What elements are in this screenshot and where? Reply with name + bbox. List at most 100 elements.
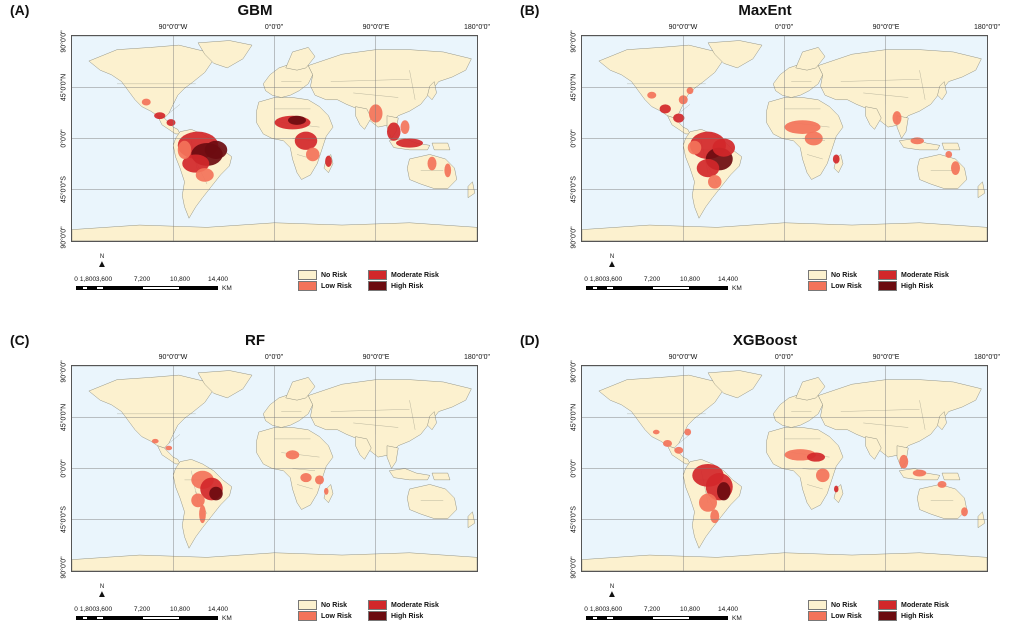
risk-area <box>165 445 173 451</box>
land-mass <box>262 393 314 428</box>
legend-item: No Risk <box>298 270 347 280</box>
legend-swatch <box>878 611 897 621</box>
land-mass <box>431 142 451 151</box>
risk-area <box>696 159 720 178</box>
panel-letter: (D) <box>520 332 540 348</box>
scale-tick-label: 3,600 <box>605 276 623 283</box>
scale-tick-label: 7,200 <box>643 606 661 613</box>
risk-area <box>315 475 324 485</box>
panel-letter: (A) <box>10 2 30 18</box>
land-mass <box>707 370 763 399</box>
risk-area <box>387 122 401 141</box>
scale-tick-label: 10,800 <box>680 276 700 283</box>
risk-area <box>325 155 332 167</box>
latitude-label-90s: 90°0'0" <box>570 556 578 579</box>
legend-swatch <box>368 600 387 610</box>
risk-area <box>961 507 968 517</box>
legend-item: High Risk <box>368 611 423 621</box>
longitude-label-0: 0°0'0" <box>774 24 794 31</box>
latitude-label-90s: 90°0'0" <box>60 556 68 579</box>
legend-swatch <box>368 270 387 280</box>
latitude-label-45n: 45°0'0"N <box>60 73 68 102</box>
map-canvas <box>582 366 987 571</box>
scale-segment <box>690 286 728 290</box>
scale-tick-label: 3,600 <box>95 276 113 283</box>
scale-segment <box>614 616 652 620</box>
scale-tick-label: 7,200 <box>133 606 151 613</box>
scale-tick-label: 14,400 <box>208 606 228 613</box>
land-mass <box>941 142 961 151</box>
risk-area <box>899 454 909 469</box>
world-map <box>581 35 988 242</box>
scale-segment <box>180 286 218 290</box>
risk-area <box>686 87 694 95</box>
latitude-label-90n: 90°0'0" <box>60 360 68 383</box>
longitude-label-90w: 90°0'0"W <box>158 354 188 361</box>
scale-segment <box>614 286 652 290</box>
country-border <box>409 400 416 430</box>
scale-tick-label: 0 <box>584 606 588 613</box>
risk-area <box>951 161 960 175</box>
longitude-label-90w: 90°0'0"W <box>668 354 698 361</box>
country-border <box>168 434 181 444</box>
country-border <box>919 70 926 100</box>
map-panel-b: (B) MaxEnt 90°0'0"W 0°0'0" 90°0'0"E 180°… <box>520 2 1010 292</box>
longitude-label-180: 180°0'0" <box>973 354 1001 361</box>
legend-label: Moderate Risk <box>391 601 439 609</box>
panel-title: GBM <box>237 2 273 19</box>
scale-segment <box>88 616 96 620</box>
risk-area <box>687 140 702 155</box>
longitude-label-180: 180°0'0" <box>463 354 491 361</box>
north-arrow-icon: N ▲ <box>606 254 618 270</box>
risk-area <box>652 429 660 435</box>
country-border <box>330 79 410 82</box>
legend-swatch <box>808 270 827 280</box>
country-border <box>292 468 316 471</box>
risk-area <box>834 485 839 493</box>
legend-item: No Risk <box>808 270 857 280</box>
scale-unit: KM <box>732 615 742 622</box>
legend-item: High Risk <box>878 611 933 621</box>
land-mass <box>262 63 314 98</box>
legend-swatch <box>878 600 897 610</box>
risk-area <box>684 428 692 436</box>
land-mass <box>772 393 824 428</box>
scale-segment <box>592 286 598 290</box>
land-mass <box>941 472 961 481</box>
legend-swatch <box>368 611 387 621</box>
risk-area <box>712 138 735 157</box>
north-arrow-glyph: ▲ <box>607 259 617 270</box>
land-mass <box>407 484 457 519</box>
risk-area <box>294 131 318 150</box>
scale-tick-label: 14,400 <box>718 606 738 613</box>
land-mass <box>285 377 316 401</box>
latitude-label-0: 0°0'0" <box>60 129 68 148</box>
scale-tick-label: 1,800 <box>79 276 97 283</box>
world-map <box>71 365 478 572</box>
legend-label: Low Risk <box>831 612 862 620</box>
scale-tick-label: 1,800 <box>589 606 607 613</box>
land-mass <box>407 154 457 189</box>
land-mass <box>355 436 372 460</box>
latitude-label-0: 0°0'0" <box>570 459 578 478</box>
legend-swatch <box>878 281 897 291</box>
land-mass <box>386 445 399 469</box>
latitude-label-45n: 45°0'0"N <box>570 403 578 432</box>
land-mass <box>707 40 763 69</box>
longitude-label-90e: 90°0'0"E <box>872 354 900 361</box>
scale-tick-label: 3,600 <box>95 606 113 613</box>
legend-swatch <box>808 611 827 621</box>
risk-area <box>945 151 953 158</box>
latitude-label-45s: 45°0'0"S <box>570 176 578 203</box>
land-mass <box>917 484 967 519</box>
map-panel-c: (C) RF 90°0'0"W 0°0'0" 90°0'0"E 180°0'0"… <box>10 332 500 622</box>
world-map <box>581 365 988 572</box>
latitude-label-90n: 90°0'0" <box>570 30 578 53</box>
legend-label: Moderate Risk <box>391 271 439 279</box>
land-mass <box>427 81 437 101</box>
land-mass <box>598 44 723 119</box>
legend-item: Moderate Risk <box>878 600 949 610</box>
risk-area <box>300 473 312 483</box>
land-mass <box>795 47 826 71</box>
risk-area <box>195 168 214 182</box>
